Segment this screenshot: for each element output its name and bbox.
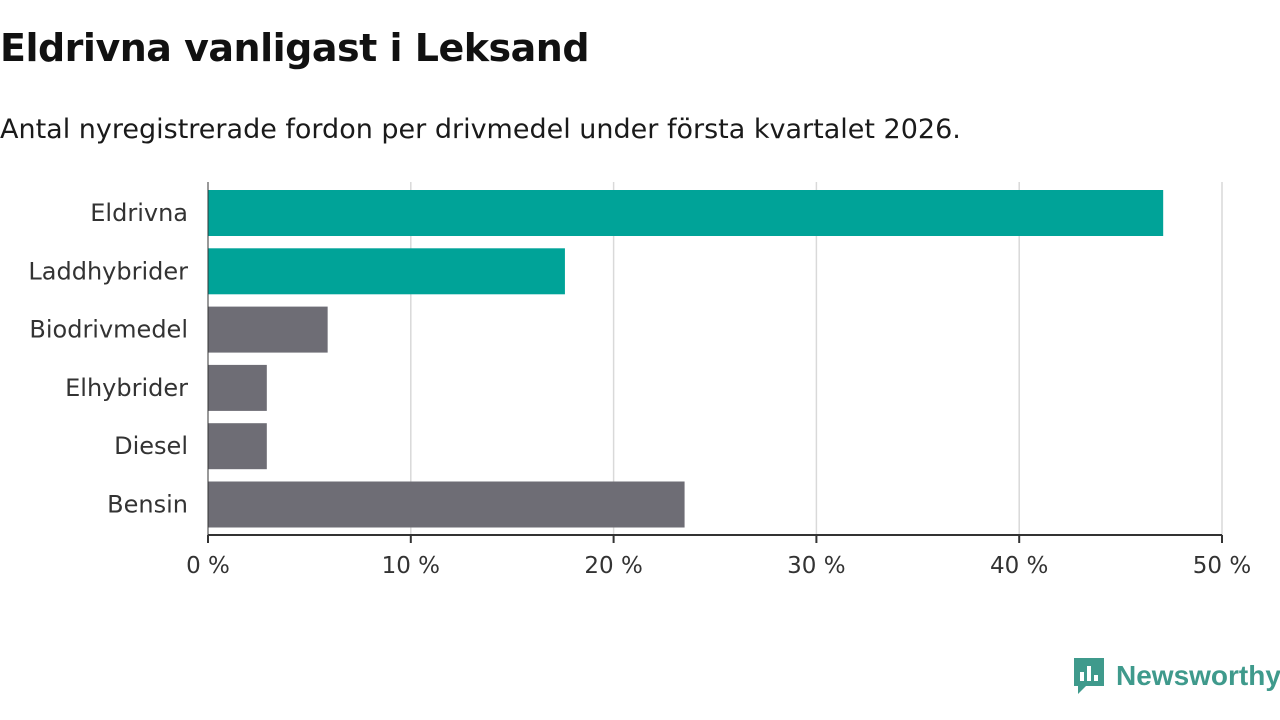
chart-subtitle: Antal nyregistrerade fordon per drivmede… (0, 114, 961, 145)
newsworthy-logo: Newsworthy (1072, 656, 1280, 696)
bar-eldrivna (208, 190, 1164, 236)
x-tick-label-3: 30 % (787, 553, 845, 579)
x-tick-label-1: 10 % (382, 553, 440, 579)
x-tick-label-0: 0 % (186, 553, 230, 579)
category-label-diesel: Diesel (114, 432, 188, 460)
bar-laddhybrider (208, 248, 565, 295)
category-label-bensin: Bensin (107, 491, 188, 519)
bar-elhybrider (208, 364, 267, 411)
bar-biodrivmedel (208, 306, 328, 353)
category-label-elhybrider: Elhybrider (65, 374, 188, 402)
bar-chart-speech-bubble-icon (1074, 658, 1104, 694)
logo-text: Newsworthy (1116, 660, 1280, 691)
category-label-laddhybrider: Laddhybrider (28, 257, 188, 285)
chart-title: Eldrivna vanligast i Leksand (0, 26, 590, 70)
x-tick-label-5: 50 % (1193, 553, 1251, 579)
x-tick-label-4: 40 % (990, 553, 1048, 579)
bar-bensin (208, 481, 685, 528)
category-label-eldrivna: Eldrivna (90, 199, 188, 227)
bar-diesel (208, 423, 267, 470)
x-tick-label-2: 20 % (584, 553, 642, 579)
category-label-biodrivmedel: Biodrivmedel (29, 316, 188, 344)
